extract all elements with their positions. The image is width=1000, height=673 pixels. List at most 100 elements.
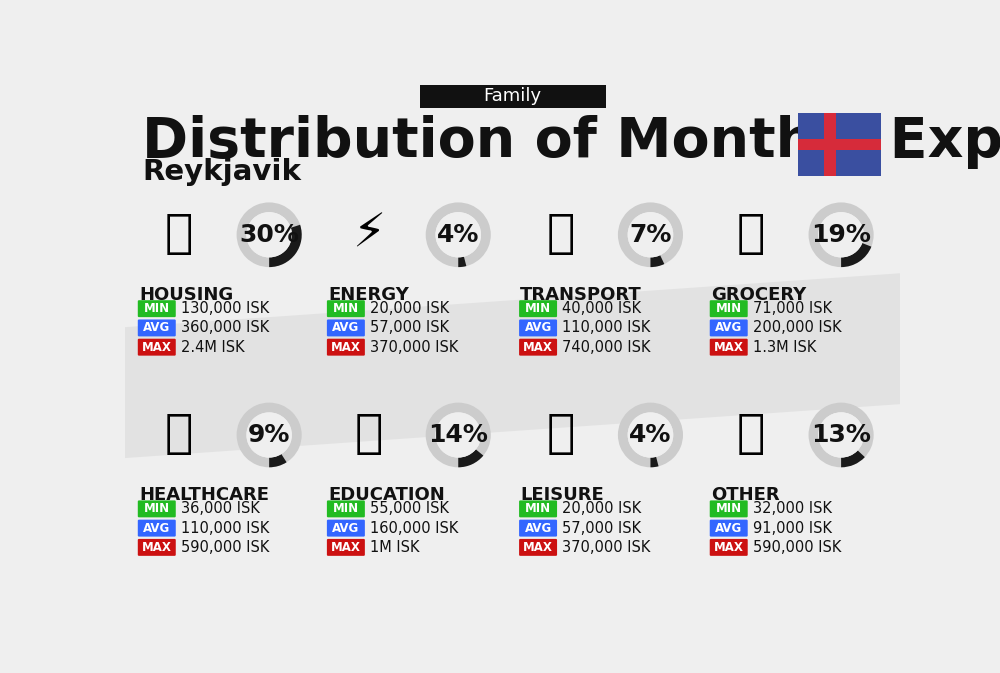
Wedge shape bbox=[269, 454, 287, 467]
Text: HOUSING: HOUSING bbox=[139, 285, 233, 304]
Text: 🏥: 🏥 bbox=[165, 413, 193, 458]
FancyBboxPatch shape bbox=[327, 501, 365, 518]
Circle shape bbox=[246, 413, 292, 458]
FancyBboxPatch shape bbox=[327, 539, 365, 556]
Text: TRANSPORT: TRANSPORT bbox=[520, 285, 642, 304]
Text: MIN: MIN bbox=[525, 502, 551, 516]
Text: MIN: MIN bbox=[333, 302, 359, 315]
Text: AVG: AVG bbox=[332, 322, 360, 334]
FancyBboxPatch shape bbox=[710, 539, 748, 556]
FancyBboxPatch shape bbox=[138, 300, 176, 317]
Wedge shape bbox=[809, 402, 874, 467]
Text: 57,000 ISK: 57,000 ISK bbox=[562, 521, 641, 536]
Text: 32,000 ISK: 32,000 ISK bbox=[753, 501, 832, 516]
Text: 🎓: 🎓 bbox=[354, 413, 383, 458]
Text: Reykjavik: Reykjavik bbox=[142, 157, 301, 186]
FancyBboxPatch shape bbox=[327, 339, 365, 355]
Text: HEALTHCARE: HEALTHCARE bbox=[139, 486, 269, 504]
Text: ⚡: ⚡ bbox=[352, 212, 385, 257]
FancyBboxPatch shape bbox=[519, 520, 557, 536]
FancyBboxPatch shape bbox=[138, 501, 176, 518]
Text: MIN: MIN bbox=[333, 502, 359, 516]
Text: 40,000 ISK: 40,000 ISK bbox=[562, 302, 641, 316]
Text: OTHER: OTHER bbox=[711, 486, 780, 504]
Wedge shape bbox=[458, 256, 466, 267]
Text: 4%: 4% bbox=[629, 423, 672, 447]
Circle shape bbox=[818, 212, 864, 257]
Text: 55,000 ISK: 55,000 ISK bbox=[370, 501, 449, 516]
Text: 20,000 ISK: 20,000 ISK bbox=[562, 501, 641, 516]
Circle shape bbox=[818, 413, 864, 458]
FancyBboxPatch shape bbox=[138, 320, 176, 336]
Text: 🚌: 🚌 bbox=[546, 212, 575, 257]
Text: 4%: 4% bbox=[437, 223, 479, 247]
Text: 110,000 ISK: 110,000 ISK bbox=[181, 521, 269, 536]
Wedge shape bbox=[841, 450, 865, 467]
FancyBboxPatch shape bbox=[836, 147, 881, 176]
Text: 👜: 👜 bbox=[737, 413, 765, 458]
FancyBboxPatch shape bbox=[327, 520, 365, 536]
FancyBboxPatch shape bbox=[710, 501, 748, 518]
Wedge shape bbox=[426, 203, 491, 267]
Text: Family: Family bbox=[483, 87, 542, 105]
Text: 14%: 14% bbox=[428, 423, 488, 447]
Text: MIN: MIN bbox=[716, 502, 742, 516]
Text: 🏢: 🏢 bbox=[165, 212, 193, 257]
Text: 590,000 ISK: 590,000 ISK bbox=[753, 540, 841, 555]
Text: MAX: MAX bbox=[523, 541, 553, 554]
Text: 🛍: 🛍 bbox=[546, 413, 575, 458]
FancyBboxPatch shape bbox=[710, 520, 748, 536]
FancyBboxPatch shape bbox=[519, 539, 557, 556]
Text: 1.3M ISK: 1.3M ISK bbox=[753, 340, 816, 355]
Text: MIN: MIN bbox=[525, 302, 551, 315]
Text: 370,000 ISK: 370,000 ISK bbox=[370, 340, 458, 355]
Text: 160,000 ISK: 160,000 ISK bbox=[370, 521, 458, 536]
Wedge shape bbox=[269, 225, 302, 267]
Text: MIN: MIN bbox=[716, 302, 742, 315]
Wedge shape bbox=[809, 203, 874, 267]
Text: EDUCATION: EDUCATION bbox=[328, 486, 445, 504]
Text: AVG: AVG bbox=[143, 522, 170, 534]
Polygon shape bbox=[125, 273, 900, 458]
Text: 110,000 ISK: 110,000 ISK bbox=[562, 320, 650, 335]
Text: 370,000 ISK: 370,000 ISK bbox=[562, 540, 650, 555]
Text: 1M ISK: 1M ISK bbox=[370, 540, 419, 555]
Text: 360,000 ISK: 360,000 ISK bbox=[181, 320, 269, 335]
Circle shape bbox=[435, 413, 481, 458]
Text: LEISURE: LEISURE bbox=[520, 486, 604, 504]
Text: 36,000 ISK: 36,000 ISK bbox=[181, 501, 260, 516]
Text: ENERGY: ENERGY bbox=[328, 285, 409, 304]
FancyBboxPatch shape bbox=[710, 300, 748, 317]
Text: 200,000 ISK: 200,000 ISK bbox=[753, 320, 841, 335]
Wedge shape bbox=[650, 457, 659, 467]
Text: AVG: AVG bbox=[715, 322, 742, 334]
Text: MAX: MAX bbox=[714, 541, 744, 554]
Text: AVG: AVG bbox=[524, 522, 552, 534]
Text: MAX: MAX bbox=[142, 541, 172, 554]
FancyBboxPatch shape bbox=[798, 147, 828, 176]
Text: 13%: 13% bbox=[811, 423, 871, 447]
Text: MIN: MIN bbox=[144, 302, 170, 315]
FancyBboxPatch shape bbox=[519, 501, 557, 518]
Wedge shape bbox=[618, 402, 683, 467]
Circle shape bbox=[246, 212, 292, 257]
Text: AVG: AVG bbox=[524, 322, 552, 334]
Text: 71,000 ISK: 71,000 ISK bbox=[753, 302, 832, 316]
FancyBboxPatch shape bbox=[798, 113, 828, 141]
Circle shape bbox=[628, 212, 673, 257]
Wedge shape bbox=[458, 450, 483, 467]
Text: 30%: 30% bbox=[239, 223, 299, 247]
Text: 57,000 ISK: 57,000 ISK bbox=[370, 320, 449, 335]
Wedge shape bbox=[426, 402, 491, 467]
FancyBboxPatch shape bbox=[710, 320, 748, 336]
Text: 2.4M ISK: 2.4M ISK bbox=[181, 340, 244, 355]
Text: AVG: AVG bbox=[143, 322, 170, 334]
FancyBboxPatch shape bbox=[138, 520, 176, 536]
Text: 91,000 ISK: 91,000 ISK bbox=[753, 521, 832, 536]
Text: 590,000 ISK: 590,000 ISK bbox=[181, 540, 269, 555]
FancyBboxPatch shape bbox=[138, 339, 176, 355]
Text: MAX: MAX bbox=[523, 341, 553, 354]
Text: 19%: 19% bbox=[811, 223, 871, 247]
Text: 7%: 7% bbox=[629, 223, 672, 247]
Wedge shape bbox=[618, 203, 683, 267]
